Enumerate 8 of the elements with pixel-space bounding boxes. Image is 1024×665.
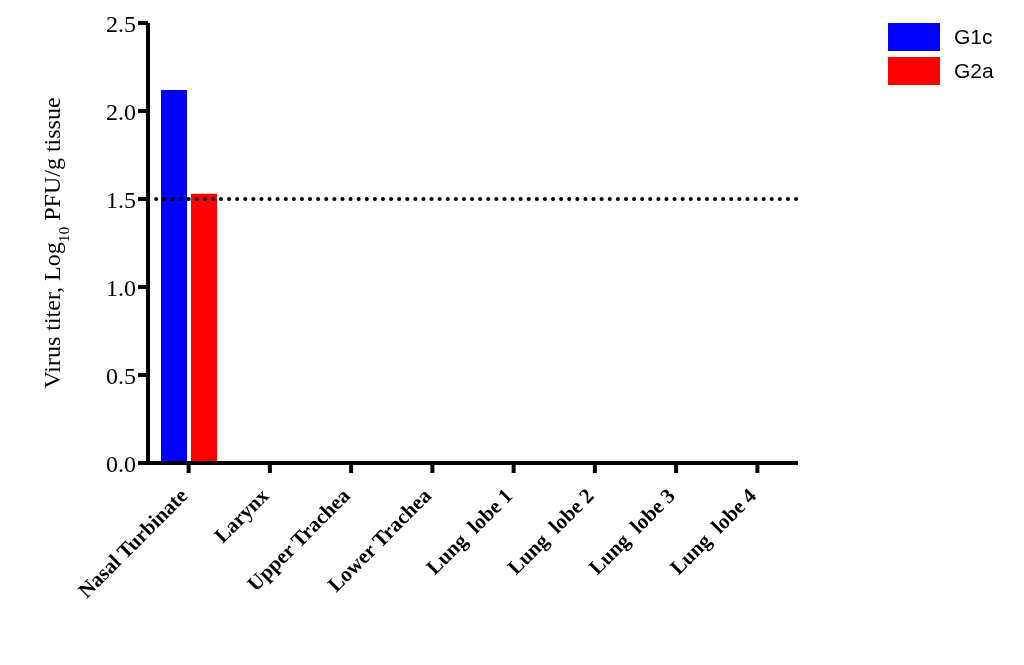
- y-tick-label: 0.0: [106, 450, 136, 477]
- y-tick-label: 2.5: [106, 10, 136, 37]
- y-tick-label: 0.5: [106, 362, 136, 389]
- y-tick-label: 1.5: [106, 186, 136, 213]
- y-tick-label: 2.0: [106, 98, 136, 125]
- legend-label: G2a: [954, 59, 994, 83]
- legend-label: G1c: [954, 25, 993, 49]
- y-tick-label: 1.0: [106, 274, 136, 301]
